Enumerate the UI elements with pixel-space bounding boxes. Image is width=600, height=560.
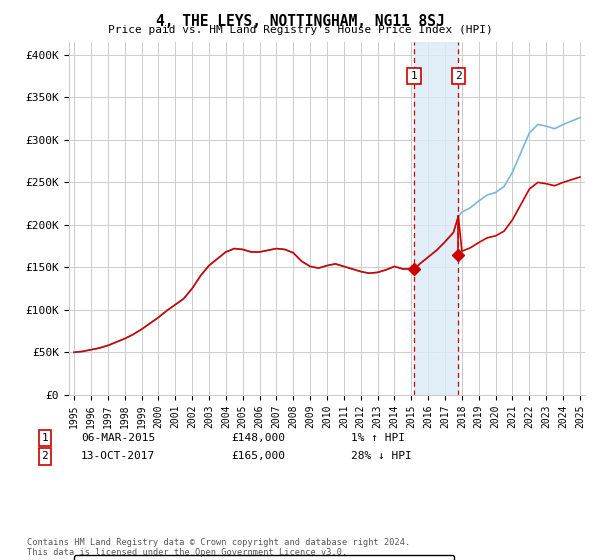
Text: 1% ↑ HPI: 1% ↑ HPI — [351, 433, 405, 443]
Text: 13-OCT-2017: 13-OCT-2017 — [81, 451, 155, 461]
Text: 4, THE LEYS, NOTTINGHAM, NG11 8SJ: 4, THE LEYS, NOTTINGHAM, NG11 8SJ — [155, 14, 445, 29]
Legend: 4, THE LEYS, NOTTINGHAM, NG11 8SJ (detached house), HPI: Average price, detached: 4, THE LEYS, NOTTINGHAM, NG11 8SJ (detac… — [74, 556, 454, 560]
Bar — [414, 42, 458, 395]
Text: Contains HM Land Registry data © Crown copyright and database right 2024.
This d: Contains HM Land Registry data © Crown c… — [27, 538, 410, 557]
Text: 1: 1 — [41, 433, 49, 443]
Text: 1: 1 — [411, 71, 418, 81]
Text: 2: 2 — [41, 451, 49, 461]
Text: 06-MAR-2015: 06-MAR-2015 — [81, 433, 155, 443]
Text: £165,000: £165,000 — [231, 451, 285, 461]
Text: 28% ↓ HPI: 28% ↓ HPI — [351, 451, 412, 461]
Text: £148,000: £148,000 — [231, 433, 285, 443]
Text: 2: 2 — [455, 71, 462, 81]
Text: Price paid vs. HM Land Registry's House Price Index (HPI): Price paid vs. HM Land Registry's House … — [107, 25, 493, 35]
